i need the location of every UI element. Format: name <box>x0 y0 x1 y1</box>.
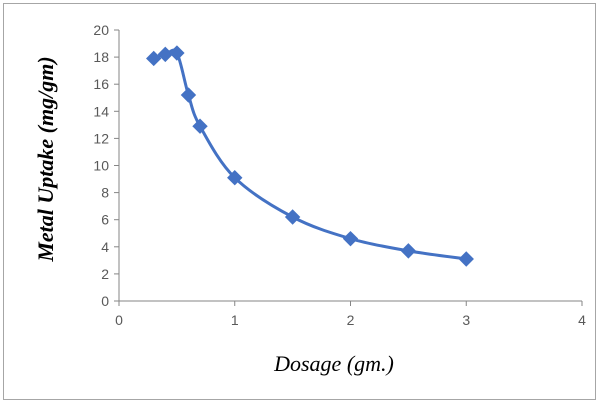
x-axis-title: Dosage (gm.) <box>273 351 394 376</box>
data-point-marker <box>169 45 185 61</box>
data-point-marker <box>180 87 197 103</box>
chart-frame: 0 2 4 6 8 10 12 14 16 18 20 0 1 2 3 4 Dosage (gm.) Meta… <box>3 3 596 400</box>
data-point-marker <box>146 50 162 67</box>
y-tick-label: 8 <box>101 185 109 201</box>
x-tick-label: 2 <box>347 312 355 328</box>
y-tick-label: 16 <box>93 76 109 92</box>
y-axis-title: Metal Uptake (mg/gm) <box>33 56 58 262</box>
axes <box>114 29 583 306</box>
data-point-marker <box>192 118 208 134</box>
y-tick-label: 10 <box>93 158 109 174</box>
y-tick-label: 2 <box>101 266 109 282</box>
data-point-marker <box>458 251 474 267</box>
series-line <box>153 48 467 261</box>
data-point-marker <box>284 209 301 225</box>
y-tick-label: 12 <box>93 130 109 146</box>
y-tick-label: 4 <box>101 239 109 255</box>
y-tick-label: 18 <box>93 49 109 65</box>
x-tick-label: 1 <box>231 312 239 328</box>
data-point-marker <box>157 46 174 63</box>
series-markers <box>146 45 474 267</box>
x-tick-label: 3 <box>462 312 470 328</box>
x-tick-label: 0 <box>115 312 123 328</box>
y-tick-label: 14 <box>93 103 109 119</box>
data-point-marker <box>342 230 359 247</box>
data-point-marker <box>227 169 243 186</box>
data-point-marker <box>400 243 417 259</box>
y-tick-label: 20 <box>93 22 109 38</box>
x-tick-label: 4 <box>578 312 586 328</box>
y-tick-label: 6 <box>101 212 109 228</box>
y-tick-label: 0 <box>101 293 109 309</box>
